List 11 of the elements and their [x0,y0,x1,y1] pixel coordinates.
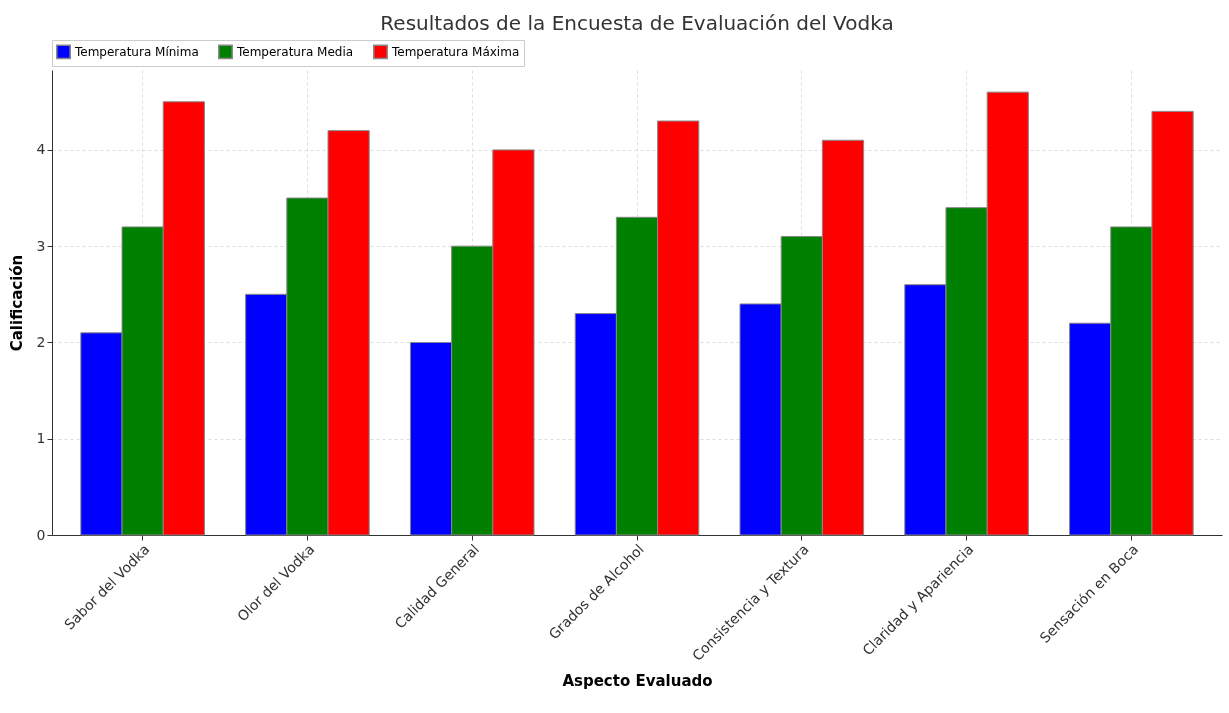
legend-label: Temperatura Media [236,44,354,59]
chart-title: Resultados de la Encuesta de Evaluación del Vodka [380,10,894,35]
y-tick-label: 1 [36,430,46,447]
legend-label: Temperatura Máxima [391,44,520,59]
x-axis-title: Aspecto Evaluado [562,671,713,690]
legend-label: Temperatura Mínima [74,44,199,59]
y-axis-title: Calificación [7,254,26,352]
y-tick-label: 0 [36,526,46,543]
y-tick-label: 4 [36,141,46,158]
y-tick-label: 2 [36,333,46,350]
y-tick-label: 3 [36,237,46,254]
